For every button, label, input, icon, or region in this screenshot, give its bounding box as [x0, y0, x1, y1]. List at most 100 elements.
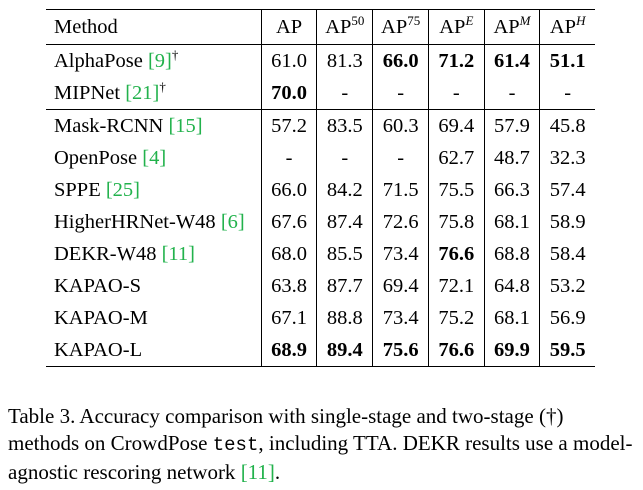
value-cell: 88.8 [316, 302, 373, 334]
header-ap75: AP75 [372, 9, 429, 45]
citation-link[interactable]: [25] [105, 178, 141, 201]
value-cell: 61.0 [260, 44, 317, 77]
citation-link[interactable]: [4] [142, 146, 167, 169]
citation-link[interactable]: [11] [161, 242, 196, 265]
value-cell: 57.4 [539, 174, 595, 206]
method-name: HigherHRNet-W48 [54, 210, 221, 233]
value-cell: 58.4 [539, 238, 595, 270]
value-cell: 32.3 [539, 142, 595, 174]
value-cell: 66.0 [372, 44, 429, 77]
method-cell: MIPNet [21]† [46, 77, 261, 110]
method-name: OpenPose [54, 146, 143, 169]
method-name: KAPAO-S [54, 274, 141, 297]
table-row: DEKR-W48 [11] 68.0 85.5 73.4 76.6 68.8 58.4 [46, 238, 595, 270]
header-ap: AP [260, 9, 317, 45]
results-table-container: Method AP AP50 AP75 APE APM APH AlphaPos… [46, 9, 595, 367]
value-cell: 87.7 [316, 270, 373, 302]
value-cell: 71.2 [428, 44, 485, 77]
value-cell: 75.2 [428, 302, 485, 334]
citation-link[interactable]: [15] [168, 114, 203, 137]
value-cell: 72.6 [372, 206, 429, 238]
table-caption: Table 3. Accuracy comparison with single… [8, 404, 633, 484]
citation-link[interactable]: [6] [220, 210, 245, 233]
method-cell: KAPAO-L [46, 334, 262, 367]
method-name: SPPE [54, 178, 106, 201]
value-cell: 68.0 [260, 238, 317, 270]
value-cell: 45.8 [539, 109, 595, 142]
value-cell: 76.6 [428, 334, 485, 367]
value-cell: 76.6 [428, 238, 485, 270]
value-cell: 48.7 [483, 142, 540, 174]
header-apm: APM [483, 9, 540, 45]
value-cell: 63.8 [260, 270, 317, 302]
value-cell: 64.8 [483, 270, 540, 302]
value-cell: 69.4 [428, 109, 485, 142]
table-row: KAPAO-L 68.9 89.4 75.6 76.6 69.9 59.5 [46, 334, 595, 367]
value-cell: 57.2 [260, 109, 317, 142]
value-cell: 66.0 [260, 174, 317, 206]
table-header-row: Method AP AP50 AP75 APE APM APH [46, 9, 595, 45]
table-row: KAPAO-S 63.8 87.7 69.4 72.1 64.8 53.2 [46, 270, 595, 302]
value-cell: 70.0 [260, 77, 317, 110]
method-cell: Mask-RCNN [15] [46, 109, 262, 142]
table-row: Mask-RCNN [15] 57.2 83.5 60.3 69.4 57.9 45.8 [46, 109, 595, 142]
value-cell: 68.1 [483, 206, 540, 238]
value-cell: 51.1 [539, 44, 595, 77]
method-name: KAPAO-L [54, 338, 143, 361]
value-cell: 69.9 [483, 334, 540, 367]
value-cell: 84.2 [316, 174, 373, 206]
table-row: OpenPose [4] - - -62.7 48.7 32.3 [46, 142, 595, 174]
value-cell: 66.3 [483, 174, 540, 206]
value-cell: 67.1 [260, 302, 317, 334]
value-cell: 85.5 [316, 238, 373, 270]
method-cell: HigherHRNet-W48 [6] [46, 206, 261, 238]
method-name: KAPAO-M [54, 306, 148, 329]
value-cell: - [428, 77, 485, 110]
method-name: DEKR-W48 [54, 242, 162, 265]
results-table: Method AP AP50 AP75 APE APM APH AlphaPos… [46, 9, 595, 367]
value-cell: 58.9 [539, 206, 595, 238]
value-cell: - [260, 142, 317, 174]
citation-link[interactable]: [9] [147, 49, 172, 72]
method-name: MIPNet [54, 81, 126, 104]
method-cell: DEKR-W48 [11] [46, 238, 261, 270]
value-cell: 81.3 [316, 44, 373, 77]
method-cell: AlphaPose [9]† [46, 45, 261, 78]
caption-citation-link[interactable]: [11] [240, 460, 275, 484]
value-cell: - [539, 77, 595, 110]
method-cell: KAPAO-M [46, 302, 261, 334]
value-cell: 68.8 [483, 238, 540, 270]
two-stage-marker: † [159, 78, 166, 94]
value-cell: 71.5 [372, 174, 429, 206]
value-cell: - [372, 77, 429, 110]
value-cell: 62.7 [428, 142, 485, 174]
value-cell: 69.4 [372, 270, 429, 302]
value-cell: 56.9 [539, 302, 595, 334]
value-cell: - [316, 77, 373, 110]
value-cell: 60.3 [372, 109, 429, 142]
value-cell: 57.9 [483, 109, 540, 142]
method-cell: KAPAO-S [46, 270, 261, 302]
header-ap50: AP50 [316, 9, 373, 45]
value-cell: 61.4 [483, 44, 540, 77]
header-aph: APH [539, 9, 595, 45]
value-cell: 59.5 [539, 334, 595, 367]
table-row: SPPE [25] 66.0 84.2 71.5 75.5 66.3 57.4 [46, 174, 595, 206]
method-name: Mask-RCNN [54, 114, 169, 137]
value-cell: - [372, 142, 429, 174]
citation-link[interactable]: [21] [125, 81, 160, 104]
header-ape: APE [428, 9, 485, 45]
method-cell: OpenPose [4] [46, 142, 261, 174]
table-row: KAPAO-M 67.1 88.8 73.4 75.2 68.1 56.9 [46, 302, 595, 334]
value-cell: 68.9 [260, 334, 317, 367]
value-cell: 53.2 [539, 270, 595, 302]
table-row: HigherHRNet-W48 [6] 67.6 87.4 72.6 75.8 68.1 5… [46, 206, 595, 238]
method-name: AlphaPose [54, 49, 148, 72]
value-cell: 68.1 [483, 302, 540, 334]
table-body: AlphaPose [9]† 61.0 81.3 66.0 71.2 61.4 51.1 MI… [46, 44, 595, 367]
value-cell: 72.1 [428, 270, 485, 302]
value-cell: 75.5 [428, 174, 485, 206]
value-cell: 73.4 [372, 238, 429, 270]
value-cell: 75.6 [372, 334, 429, 367]
header-method: Method [46, 9, 262, 45]
